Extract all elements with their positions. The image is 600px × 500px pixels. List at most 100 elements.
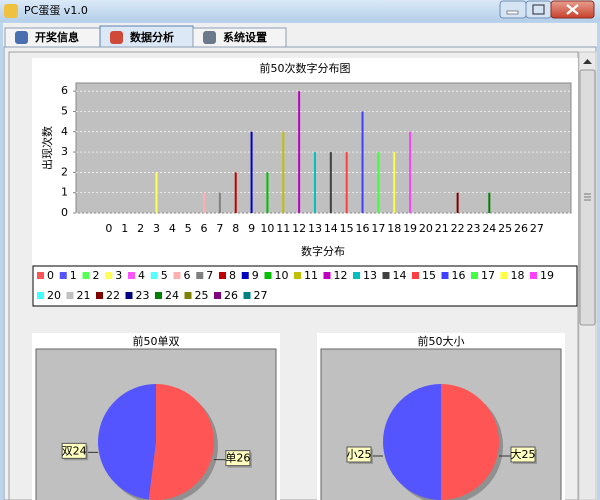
x-tick-label: 13 [308, 222, 322, 235]
legend-swatch [441, 272, 449, 279]
legend-swatch [96, 292, 103, 299]
legend-swatch [125, 292, 133, 299]
legend-swatch [241, 272, 249, 279]
bar [440, 172, 443, 213]
legend-label: 18 [511, 269, 525, 282]
window-title: PC蛋蛋 v1.0 [24, 4, 88, 17]
label-box [510, 446, 536, 463]
x-tick-label: 3 [153, 222, 160, 235]
legend-label: 0 [47, 269, 54, 282]
bar [345, 152, 348, 213]
chart-title: 前50单双 [133, 334, 180, 348]
legend-label: 13 [363, 269, 377, 282]
x-tick-label: 0 [105, 222, 112, 235]
legend-label: 4 [138, 269, 145, 282]
bar [282, 131, 285, 213]
legend-label: 21 [77, 289, 91, 302]
plot-area [75, 82, 572, 214]
bar [393, 152, 396, 213]
y-tick-label: 1 [61, 186, 68, 199]
legend-label: 26 [224, 289, 238, 302]
label-box [346, 446, 372, 463]
slice-label: 双24 [62, 444, 87, 457]
bar [313, 152, 316, 213]
x-tick-label: 20 [419, 222, 433, 235]
legend-label: 17 [481, 269, 495, 282]
legend-swatch [128, 272, 135, 279]
tab-icon [110, 31, 123, 44]
bar [377, 152, 380, 213]
legend-label: 24 [165, 289, 179, 302]
minimize-button[interactable] [499, 0, 527, 19]
legend [32, 265, 578, 307]
chart-title: 前50次数字分布图 [260, 61, 351, 75]
legend-label: 8 [229, 269, 236, 282]
label-box [225, 450, 251, 467]
legend-label: 25 [195, 289, 209, 302]
legend-label: 9 [252, 269, 259, 282]
scroll-up-arrow[interactable] [583, 59, 592, 64]
legend-label: 6 [184, 269, 191, 282]
x-tick-label: 8 [232, 222, 239, 235]
legend-swatch [243, 292, 251, 299]
legend-swatch [155, 292, 162, 299]
legend-label: 3 [115, 269, 122, 282]
x-tick-label: 14 [324, 222, 338, 235]
slice-label: 大25 [511, 447, 536, 461]
legend-label: 1 [70, 269, 77, 282]
legend-label: 11 [304, 269, 318, 282]
pie-slice [383, 384, 441, 500]
chart-title: 前50大小 [418, 334, 465, 348]
x-axis-label: 数字分布 [301, 244, 345, 258]
legend-label: 22 [106, 289, 120, 302]
tab-bar: 开奖信息 数据分析 系统设置 [4, 25, 287, 49]
tab-icon [15, 31, 28, 44]
bar [203, 192, 206, 213]
pie-slice [148, 384, 214, 500]
pie-slice [97, 384, 156, 500]
bar [361, 111, 364, 213]
x-tick-label: 27 [530, 222, 544, 235]
legend-label: 20 [47, 289, 61, 302]
legend-swatch [173, 272, 181, 279]
legend-label: 12 [334, 269, 348, 282]
x-tick-label: 24 [482, 222, 496, 235]
legend-swatch [500, 272, 508, 279]
label-box [61, 442, 87, 459]
app-icon [4, 4, 18, 18]
close-icon [566, 4, 579, 15]
legend-label: 16 [452, 269, 466, 282]
y-tick-label: 5 [61, 104, 68, 117]
legend-swatch [353, 272, 360, 279]
x-tick-label: 16 [356, 222, 370, 235]
y-tick-label: 2 [61, 165, 68, 178]
legend-swatch [105, 272, 113, 279]
legend-label: 19 [540, 269, 554, 282]
tab-label: 数据分析 [130, 30, 174, 44]
x-tick-label: 22 [451, 222, 465, 235]
x-tick-label: 2 [137, 222, 144, 235]
legend-label: 14 [393, 269, 407, 282]
y-tick-label: 3 [61, 145, 68, 158]
legend-label: 15 [422, 269, 436, 282]
x-tick-label: 5 [185, 222, 192, 235]
legend-label: 23 [136, 289, 150, 302]
x-tick-label: 26 [514, 222, 528, 235]
y-axis-label: 出现次数 [40, 126, 54, 170]
legend-swatch [59, 272, 67, 279]
bar [456, 192, 459, 213]
x-tick-label: 7 [216, 222, 223, 235]
x-tick-label: 17 [371, 222, 385, 235]
legend-swatch [37, 272, 44, 279]
bar [298, 91, 301, 213]
maximize-button[interactable] [525, 0, 552, 19]
legend-swatch [196, 272, 204, 279]
thumb-grip [584, 193, 591, 201]
legend-swatch [37, 292, 44, 299]
bar [409, 131, 412, 213]
x-tick-label: 23 [466, 222, 480, 235]
legend-swatch [82, 272, 90, 279]
title-bar [0, 0, 600, 22]
legend-swatch [530, 272, 537, 279]
